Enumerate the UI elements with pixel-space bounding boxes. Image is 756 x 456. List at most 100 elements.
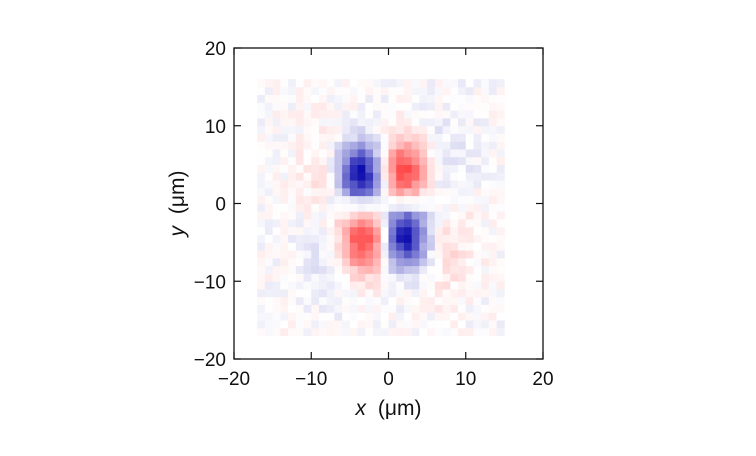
heatmap-cell: [465, 219, 474, 228]
heatmap-cell: [388, 86, 397, 96]
heatmap-cell: [434, 149, 443, 158]
heatmap-cell: [411, 296, 420, 305]
heatmap-cell: [272, 133, 281, 142]
heatmap-cell: [357, 257, 366, 267]
heatmap-cell: [326, 79, 335, 88]
heatmap-cell: [318, 149, 328, 158]
heatmap-cell: [403, 327, 413, 337]
heatmap-cell: [295, 164, 304, 173]
heatmap-cell: [396, 234, 405, 243]
heatmap-cell: [488, 320, 498, 329]
heatmap-cell: [465, 242, 474, 251]
heatmap-cell: [318, 125, 328, 134]
y-axis-var: y: [166, 224, 189, 238]
heatmap-cell: [388, 187, 397, 197]
heatmap-cell: [458, 257, 467, 267]
heatmap-cell: [465, 273, 474, 282]
heatmap-cell: [496, 125, 505, 134]
heatmap-cell: [411, 289, 420, 298]
heatmap-cell: [427, 281, 436, 290]
heatmap-cell: [442, 172, 451, 181]
heatmap-cell: [411, 172, 420, 181]
heatmap-cell: [295, 110, 304, 119]
heatmap-cell: [458, 125, 467, 134]
heatmap-cell: [434, 102, 443, 111]
heatmap-cell: [427, 94, 436, 103]
heatmap-cell: [295, 320, 304, 329]
heatmap-cell: [303, 234, 312, 243]
heatmap-cell: [365, 273, 374, 282]
heatmap-cell: [311, 327, 320, 337]
heatmap-cell: [349, 180, 359, 189]
heatmap-cell: [481, 289, 490, 298]
heatmap-cell: [473, 296, 482, 305]
heatmap-cell: [380, 242, 389, 251]
heatmap-cell: [365, 226, 374, 235]
heatmap-cell: [318, 265, 328, 274]
heatmap-cell: [264, 320, 274, 329]
heatmap-cell: [411, 187, 420, 197]
heatmap-cell: [342, 102, 351, 111]
heatmap-cell: [380, 125, 389, 134]
heatmap-cell: [427, 265, 436, 274]
heatmap-cell: [488, 195, 498, 204]
heatmap-cell: [473, 242, 482, 251]
heatmap-cell: [264, 250, 274, 259]
heatmap-cell: [288, 312, 297, 321]
heatmap-cell: [318, 289, 328, 298]
heatmap-cell: [257, 250, 266, 259]
heatmap-cell: [288, 320, 297, 329]
heatmap-cell: [427, 110, 436, 119]
heatmap-cell: [357, 133, 366, 142]
heatmap-cell: [257, 289, 266, 298]
heatmap-cell: [342, 281, 351, 290]
heatmap-cell: [295, 281, 304, 290]
heatmap-cell: [357, 211, 366, 220]
heatmap-cell: [403, 164, 413, 173]
heatmap-cell: [458, 156, 467, 166]
x-tick-label: −20: [218, 369, 250, 390]
heatmap-cell: [303, 125, 312, 134]
heatmap-cell: [434, 195, 443, 204]
heatmap-cell: [303, 187, 312, 197]
heatmap-cell: [288, 79, 297, 88]
heatmap-cell: [403, 86, 413, 96]
heatmap-cell: [334, 312, 343, 321]
heatmap-cell: [473, 180, 482, 189]
heatmap-cell: [311, 156, 320, 166]
heatmap-cell: [403, 79, 413, 88]
heatmap-cell: [311, 172, 320, 181]
heatmap-cell: [450, 94, 459, 103]
heatmap-cell: [427, 149, 436, 158]
heatmap-cell: [442, 125, 451, 134]
heatmap-cell: [458, 226, 467, 235]
heatmap-cell: [357, 94, 366, 103]
heatmap-cell: [365, 289, 374, 298]
heatmap-cell: [326, 187, 335, 197]
heatmap-cell: [427, 242, 436, 251]
heatmap-cell: [403, 257, 413, 267]
heatmap-cell: [465, 203, 474, 212]
heatmap-cell: [411, 257, 420, 267]
heatmap-cell: [465, 265, 474, 274]
heatmap-cell: [303, 273, 312, 282]
heatmap-cell: [365, 133, 374, 142]
heatmap-cell: [488, 203, 498, 212]
heatmap-cell: [481, 102, 490, 111]
heatmap-cell: [257, 156, 266, 166]
heatmap-cell: [373, 195, 382, 204]
heatmap-cell: [411, 250, 420, 259]
heatmap-cell: [419, 281, 428, 290]
heatmap-cell: [403, 273, 413, 282]
heatmap-cell: [326, 102, 335, 111]
heatmap-cell: [342, 203, 351, 212]
heatmap-cell: [434, 180, 443, 189]
heatmap-cell: [427, 156, 436, 166]
heatmap-cell: [442, 320, 451, 329]
heatmap-cell: [303, 79, 312, 88]
heatmap-cell: [458, 133, 467, 142]
heatmap-cell: [280, 94, 289, 103]
heatmap-cell: [311, 195, 320, 204]
heatmap-cell: [488, 250, 498, 259]
heatmap-cell: [403, 289, 413, 298]
